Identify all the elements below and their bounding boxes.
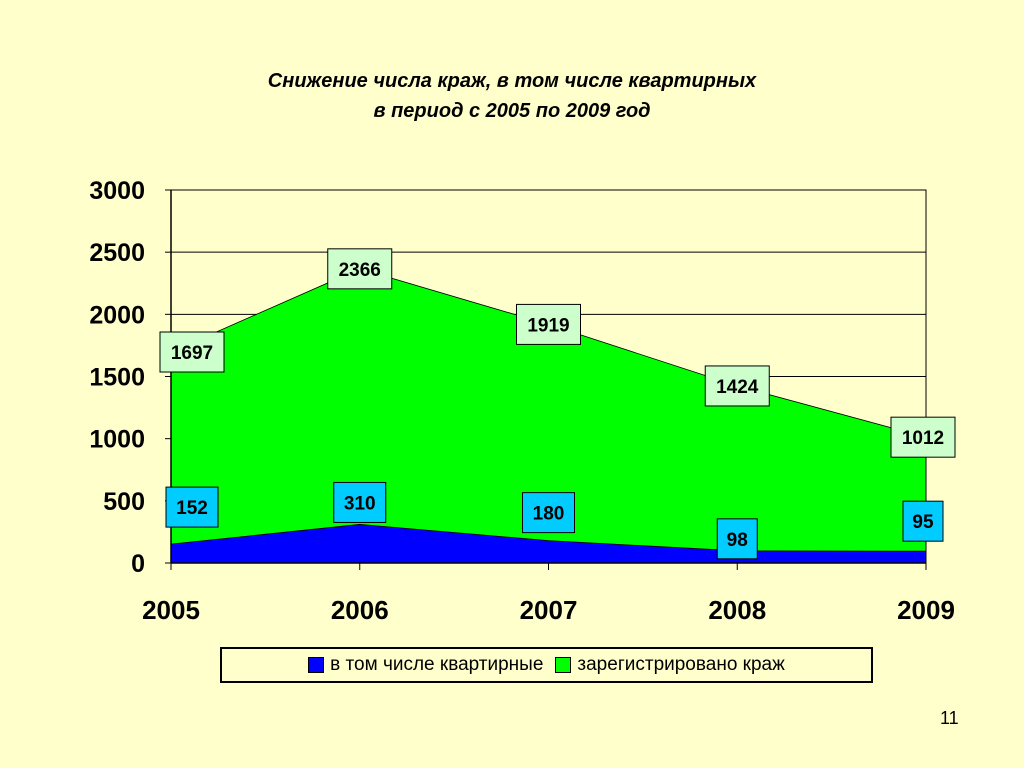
chart-title-line-1: Снижение числа краж, в том числе квартир… bbox=[267, 70, 757, 92]
data-label-apartment-box bbox=[902, 500, 944, 542]
legend-swatch-total bbox=[555, 657, 572, 673]
data-label-apartment: 310 bbox=[344, 493, 376, 514]
data-label-total: 1697 bbox=[171, 343, 213, 364]
legend-label-apartment: в том числе квартирные bbox=[330, 654, 544, 675]
page-number: 11 bbox=[940, 708, 959, 728]
x-tick-label: 2005 bbox=[142, 595, 200, 625]
legend-swatch-apartment bbox=[308, 657, 325, 673]
data-label-total: 2366 bbox=[339, 260, 381, 281]
y-tick-label: 2500 bbox=[89, 239, 145, 267]
x-tick-label: 2008 bbox=[708, 595, 766, 625]
y-tick-label: 0 bbox=[131, 550, 145, 578]
data-label-total: 1424 bbox=[716, 377, 759, 398]
data-label-apartment: 98 bbox=[727, 530, 748, 551]
data-label-apartment: 95 bbox=[912, 512, 934, 533]
area-chart: 0 500 1000 1500 2000 2500 3000 2005 2006 2007 2008… bbox=[89, 177, 956, 625]
data-label-total: 1919 bbox=[527, 315, 569, 336]
data-label-apartment-box bbox=[522, 492, 575, 534]
x-tick-label: 2006 bbox=[331, 595, 389, 625]
chart-legend: в том числе квартирные зарегистрировано … bbox=[220, 647, 873, 683]
chart-title-line-2: в период с 2005 по 2009 год bbox=[373, 100, 651, 122]
y-tick-label: 1500 bbox=[89, 364, 145, 392]
data-label-apartment: 152 bbox=[176, 498, 208, 519]
chart-title: Снижение числа краж, в том числе квартир… bbox=[0, 66, 1024, 126]
y-tick-label: 3000 bbox=[89, 177, 145, 205]
data-label-total-box bbox=[327, 248, 393, 290]
data-label-apartment-box bbox=[165, 486, 219, 528]
data-label-total-box bbox=[704, 365, 770, 407]
legend-label-total: зарегистрировано краж bbox=[577, 654, 785, 675]
legend-item-total: зарегистрировано краж bbox=[555, 654, 785, 676]
data-label-apartment: 180 bbox=[533, 504, 565, 525]
data-label-apartment-box bbox=[716, 518, 758, 560]
y-tick-label: 500 bbox=[103, 488, 145, 516]
data-label-apartment-box bbox=[333, 481, 387, 523]
y-tick-label: 2000 bbox=[89, 301, 145, 329]
data-label-total-box bbox=[890, 416, 956, 458]
data-label-total-box bbox=[516, 303, 581, 345]
legend-item-apartment: в том числе квартирные bbox=[308, 654, 543, 676]
x-tick-label: 2009 bbox=[897, 595, 955, 625]
x-tick-label: 2007 bbox=[520, 595, 578, 625]
data-label-total: 1012 bbox=[902, 428, 944, 449]
data-label-total-box bbox=[159, 331, 225, 373]
y-tick-label: 1000 bbox=[89, 426, 145, 454]
